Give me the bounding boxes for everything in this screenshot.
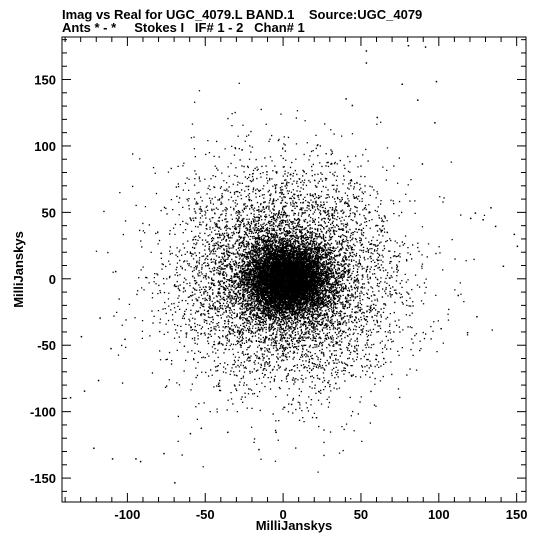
- data-point: [424, 46, 427, 48]
- chart-title: Imag vs Real for UGC_4079.L BAND.1 Sourc…: [62, 7, 423, 22]
- x-tick-label: 0: [279, 507, 286, 522]
- data-point: [315, 416, 318, 419]
- plot-border: [61, 36, 527, 503]
- x-tick-label: -50: [196, 507, 215, 522]
- chart-subtitle: Ants * - * Stokes I IF# 1 - 2 Chan# 1: [62, 20, 305, 35]
- data-point: [513, 233, 516, 236]
- data-points: [69, 44, 519, 500]
- data-point: [345, 98, 347, 100]
- data-point: [476, 316, 478, 318]
- data-point: [111, 458, 114, 460]
- y-tick-label: -100: [30, 405, 56, 420]
- x-tick-label: -100: [114, 507, 140, 522]
- data-point: [227, 431, 229, 434]
- data-point: [80, 335, 83, 338]
- data-point: [163, 452, 165, 455]
- x-tick-label: 100: [428, 507, 450, 522]
- y-tick-label: -150: [30, 471, 56, 486]
- data-point: [469, 217, 472, 220]
- data-point: [110, 347, 112, 350]
- data-point: [401, 83, 403, 85]
- data-point: [93, 447, 95, 450]
- y-tick-label: 50: [42, 205, 56, 220]
- data-point: [502, 265, 505, 268]
- data-point: [83, 390, 86, 392]
- data-point: [421, 163, 424, 165]
- y-tick-label: 0: [49, 272, 56, 287]
- data-point: [365, 62, 368, 64]
- data-point: [417, 99, 419, 101]
- x-tick-label: 50: [354, 507, 368, 522]
- y-axis-ticks: -150 -100 -50 0 50 100 150: [30, 39, 526, 492]
- data-point: [351, 104, 354, 107]
- data-point: [275, 431, 277, 434]
- data-point: [482, 219, 484, 221]
- data-point: [174, 482, 176, 484]
- plot-frame: [61, 36, 527, 503]
- data-point: [135, 458, 137, 460]
- data-point: [440, 327, 442, 330]
- data-point: [435, 80, 438, 83]
- data-point: [434, 122, 436, 124]
- y-axis-label: MilliJanskys: [11, 231, 26, 308]
- y-tick-label: -50: [37, 338, 56, 353]
- data-point: [466, 331, 469, 334]
- data-point: [376, 116, 379, 119]
- data-point: [124, 338, 126, 341]
- data-point: [69, 397, 72, 399]
- data-point: [258, 448, 260, 451]
- y-tick-label: 150: [34, 73, 56, 88]
- data-point: [114, 270, 117, 273]
- data-point-cloud: [95, 82, 493, 500]
- data-point: [490, 207, 492, 209]
- data-point: [516, 245, 519, 248]
- y-tick-label: 100: [34, 139, 56, 154]
- x-axis-label: MilliJanskys: [256, 518, 333, 533]
- data-point: [494, 225, 497, 228]
- data-point: [189, 432, 192, 435]
- data-point: [457, 294, 459, 297]
- data-point: [97, 379, 100, 382]
- x-tick-label: 150: [506, 507, 528, 522]
- data-point: [99, 317, 101, 319]
- data-point: [200, 427, 203, 430]
- data-point: [365, 50, 368, 52]
- data-point: [139, 460, 142, 463]
- data-point: [407, 44, 410, 47]
- data-point: [474, 212, 477, 214]
- data-point: [290, 403, 293, 406]
- x-axis-ticks: -100 -50 0 50 100 150: [64, 37, 528, 522]
